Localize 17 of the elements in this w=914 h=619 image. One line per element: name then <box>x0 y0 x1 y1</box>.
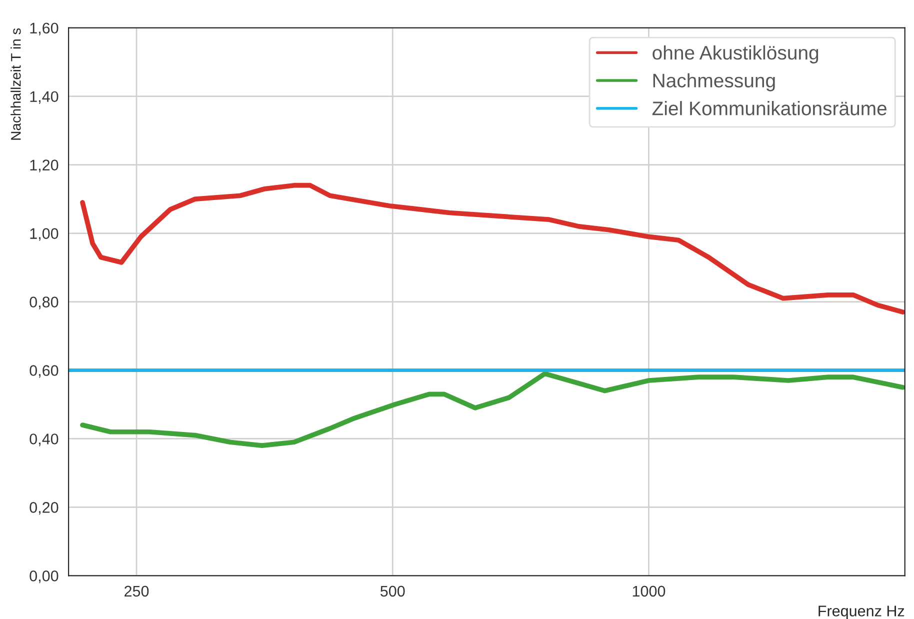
y-axis-title: Nachhallzeit T in s <box>10 28 21 140</box>
y-tick-label: 0,60 <box>30 365 58 378</box>
x-tick-label: 500 <box>380 586 405 597</box>
x-axis-title: Frequenz Hz <box>818 606 904 619</box>
y-tick-label: 1,40 <box>30 91 58 104</box>
y-tick-label: 0,40 <box>30 434 58 446</box>
legend-label: Ziel Kommunikationsräume <box>652 101 887 116</box>
y-tick-label: 0,00 <box>30 570 58 584</box>
y-tick-label: 1,20 <box>30 160 58 172</box>
y-tick-label: 0,20 <box>30 502 58 515</box>
y-tick-label: 0,80 <box>30 296 58 310</box>
y-tick-label: 1,60 <box>30 22 58 36</box>
x-tick-label: 250 <box>124 586 149 597</box>
legend-label: ohne Akustiklösung <box>652 45 818 64</box>
legend-label: Nachmessung <box>653 73 775 92</box>
x-tick-label: 1000 <box>632 586 666 597</box>
y-tick-label: 1,00 <box>30 228 58 241</box>
